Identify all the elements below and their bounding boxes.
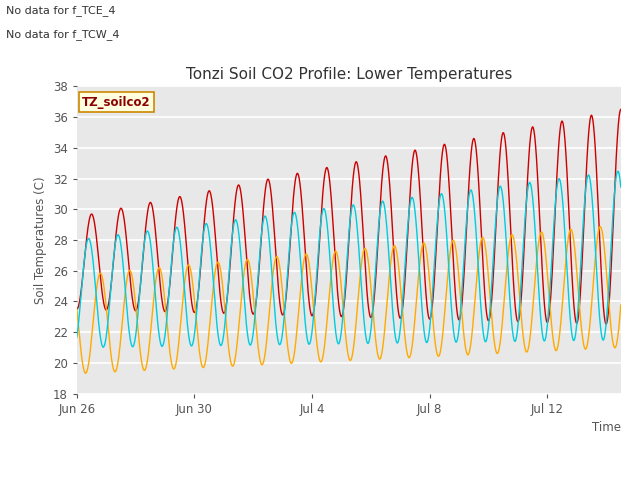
Open -8cm [337,313,345,319]
Text: TZ_soilco2: TZ_soilco2 [82,96,151,108]
Tree2 -8cm [73,335,81,340]
Tree2 -8cm [99,344,107,350]
Y-axis label: Soil Temperatures (C): Soil Temperatures (C) [34,176,47,304]
Tree -8cm [101,291,109,297]
Tree -8cm [596,224,604,229]
Open -8cm [323,165,331,170]
Tree2 -8cm [614,168,621,174]
Tree -8cm [338,288,346,293]
Open -8cm [73,306,81,312]
Tree -8cm [502,282,509,288]
Tree -8cm [617,302,625,308]
Open -8cm [100,304,108,310]
Tree -8cm [82,370,90,376]
Tree2 -8cm [101,341,109,347]
Open -8cm [617,107,625,112]
Tree2 -8cm [602,329,609,335]
Text: No data for f_TCW_4: No data for f_TCW_4 [6,29,120,40]
Line: Tree2 -8cm: Tree2 -8cm [77,171,621,347]
Line: Tree -8cm: Tree -8cm [77,227,621,373]
Tree2 -8cm [502,226,509,231]
Tree -8cm [323,316,331,322]
X-axis label: Time: Time [592,421,621,434]
Title: Tonzi Soil CO2 Profile: Lower Temperatures: Tonzi Soil CO2 Profile: Lower Temperatur… [186,68,512,83]
Tree -8cm [602,256,609,262]
Text: No data for f_TCE_4: No data for f_TCE_4 [6,5,116,16]
Tree2 -8cm [601,331,609,336]
Tree2 -8cm [323,222,331,228]
Open -8cm [601,317,609,323]
Open -8cm [601,318,609,324]
Line: Open -8cm: Open -8cm [77,109,621,324]
Tree -8cm [73,306,81,312]
Tree -8cm [602,259,609,264]
Open -8cm [501,138,509,144]
Open -8cm [602,321,610,327]
Tree2 -8cm [338,326,346,332]
Tree2 -8cm [617,184,625,190]
